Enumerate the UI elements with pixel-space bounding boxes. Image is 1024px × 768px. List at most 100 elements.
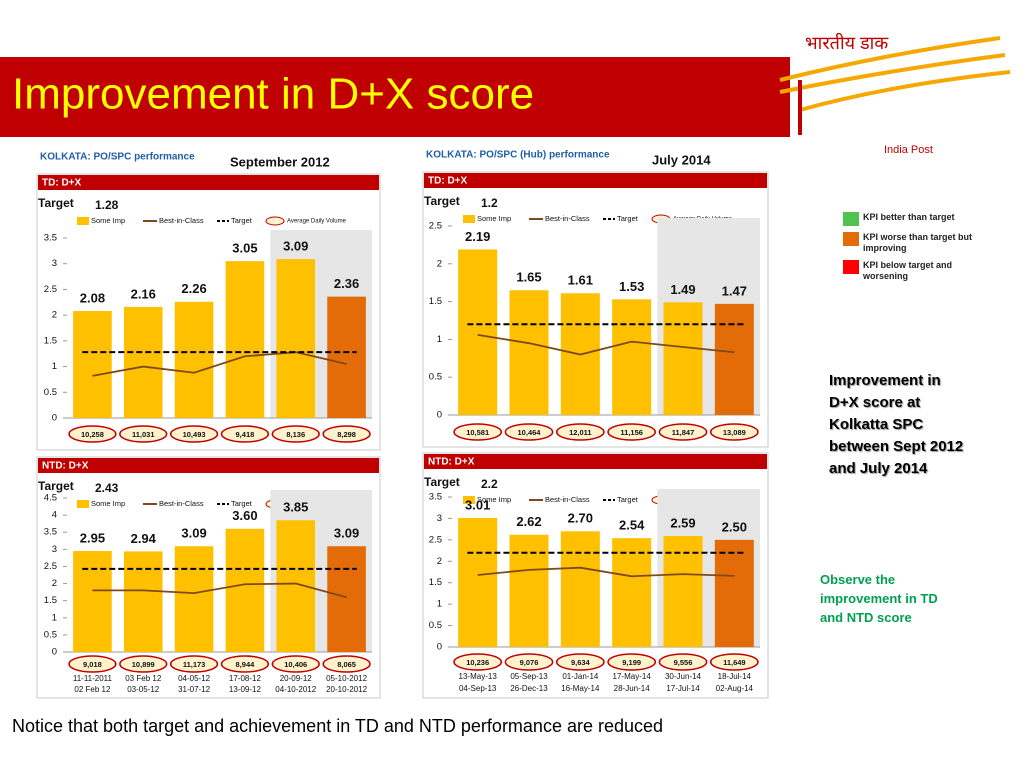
volume-marker — [68, 425, 117, 443]
y-tick-label: 1.5 — [429, 577, 442, 588]
side-text: Improvement in D+X score at Kolkatta SPC… — [829, 372, 964, 477]
legend-swatch — [77, 500, 89, 508]
best-in-class-line — [477, 333, 735, 356]
bar — [663, 302, 703, 415]
y-tick-label: 2 — [437, 556, 442, 567]
x-tick-label: 17-Jul-14 — [666, 684, 700, 693]
legend-label: Best-in-Class — [545, 495, 590, 504]
bar — [73, 551, 112, 652]
x-tick-label: 13-May-13 — [459, 672, 498, 681]
volume-marker — [453, 653, 503, 671]
chart-group: KOLKATA: PO/SPC (Hub) performance — [426, 150, 610, 161]
legend-label: Target — [231, 216, 253, 225]
bar-value-label: 2.50 — [722, 519, 747, 534]
legend-label: Average Daily Volume — [287, 219, 347, 225]
bar — [663, 536, 703, 647]
footer-note: Notice that both target and achievement … — [12, 716, 664, 736]
bar — [174, 301, 214, 418]
chart-title: NTD: D+X — [42, 461, 89, 472]
y-tick-label: 2.5 — [44, 561, 57, 572]
volume-marker — [555, 653, 605, 671]
logo-caption: India Post — [884, 144, 933, 156]
volume-marker — [453, 423, 503, 441]
bar-value-label: 1.61 — [568, 273, 593, 288]
bar-value-label: 3.09 — [334, 526, 359, 541]
legend-label: Some Imp — [477, 214, 511, 223]
bar-value-label: 2.54 — [619, 518, 645, 533]
bar-value-label: 1.47 — [722, 283, 747, 298]
bar — [714, 539, 754, 647]
volume-label: 8,065 — [337, 660, 356, 669]
side-note: Observe the improvement in TD and NTD sc… — [820, 572, 938, 625]
bar — [612, 299, 652, 415]
x-tick-label: 20-09-12 — [280, 674, 313, 683]
panel-header — [424, 173, 767, 188]
y-tick-label: 2 — [52, 578, 57, 589]
kpi-legend: KPI better than target KPI worse than tar… — [843, 212, 1003, 288]
bar-value-label: 1.53 — [619, 279, 644, 294]
volume-marker — [658, 423, 708, 441]
chart-period: July 2014 — [652, 152, 711, 167]
volume-label: 8,944 — [236, 660, 256, 669]
y-tick-label: 1.5 — [429, 296, 442, 307]
bar-value-label: 3.01 — [465, 497, 490, 512]
y-tick-label: 0.5 — [429, 372, 442, 383]
target-value: 2.2 — [481, 477, 498, 491]
legend-label: Target — [617, 214, 639, 223]
volume-marker — [555, 423, 605, 441]
volume-marker — [504, 653, 554, 671]
bar — [276, 520, 316, 652]
x-tick-label: 04-05-12 — [178, 674, 211, 683]
volume-marker — [322, 425, 371, 443]
volume-marker — [709, 653, 759, 671]
volume-label: 10,236 — [466, 658, 489, 667]
x-tick-label: 13-09-12 — [229, 685, 262, 694]
volume-marker — [220, 425, 270, 443]
y-tick-label: 1 — [52, 612, 57, 623]
chart-title: TD: D+X — [42, 178, 82, 189]
logo-stroke — [779, 53, 1006, 94]
volume-label: 11,156 — [620, 428, 643, 437]
bar-value-label: 2.70 — [568, 511, 593, 526]
bar — [123, 306, 163, 418]
kpi-legend-item: KPI worse than target but improving — [843, 232, 1003, 254]
kpi-legend-item: KPI better than target — [843, 212, 1003, 226]
x-tick-label: 02-Aug-14 — [716, 684, 754, 693]
legend-label: Some Imp — [477, 495, 511, 504]
kpi-swatch — [843, 232, 859, 246]
x-tick-label: 20-10-2012 — [326, 685, 367, 694]
kpi-label: KPI worse than target but improving — [863, 232, 973, 253]
target-label: Target — [424, 475, 460, 489]
bar — [225, 528, 265, 652]
bar-value-label: 3.09 — [283, 239, 308, 254]
bar-value-label: 2.59 — [670, 515, 695, 530]
legend-label: Best-in-Class — [545, 214, 590, 223]
x-tick-label: 18-Jul-14 — [718, 672, 752, 681]
y-tick-label: 2.5 — [44, 284, 57, 295]
y-tick-label: 3.5 — [44, 233, 57, 244]
bar — [458, 249, 498, 415]
volume-label: 12,011 — [569, 428, 592, 437]
x-tick-label: 04-10-2012 — [275, 685, 316, 694]
bar — [327, 296, 366, 418]
kpi-legend-item: KPI below target and worsening — [843, 260, 1003, 282]
volume-marker — [220, 655, 270, 673]
bar-value-label: 2.95 — [80, 530, 105, 545]
volume-marker — [322, 655, 371, 673]
y-tick-label: 1.5 — [44, 595, 57, 606]
x-tick-label: 16-May-14 — [561, 684, 600, 693]
y-tick-label: 0.5 — [429, 620, 442, 631]
panel-header — [424, 454, 767, 469]
bar — [509, 534, 549, 647]
volume-marker — [68, 655, 117, 673]
target-value: 1.2 — [481, 196, 498, 210]
bar — [123, 551, 163, 652]
target-label: Target — [38, 196, 74, 210]
bar — [612, 538, 652, 647]
bar-value-label: 2.19 — [465, 229, 490, 244]
best-in-class-line — [92, 582, 347, 599]
volume-label: 10,406 — [284, 660, 307, 669]
legend-label: Target — [231, 499, 253, 508]
panel-header — [38, 175, 379, 190]
